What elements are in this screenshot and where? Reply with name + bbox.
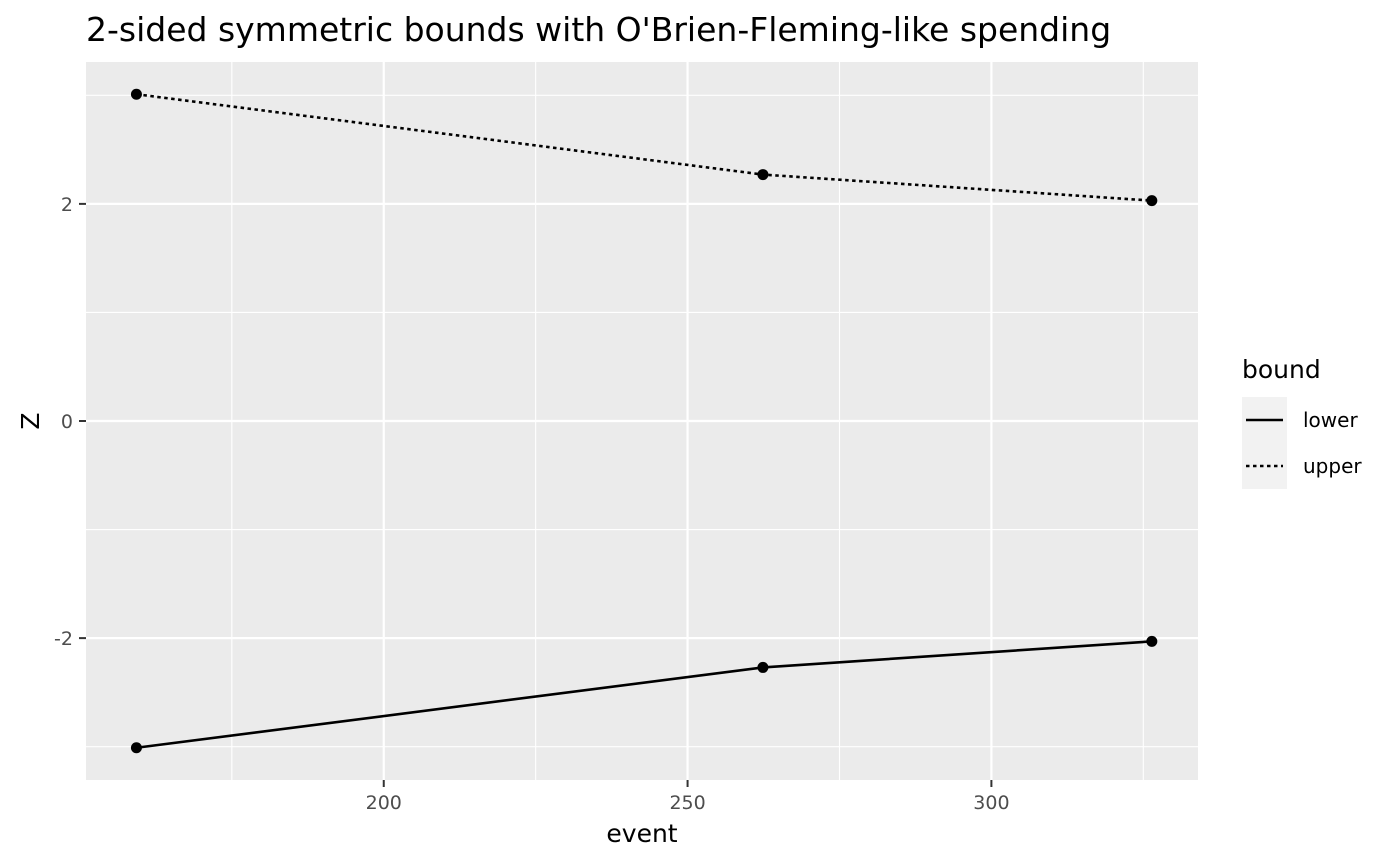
data-point-upper xyxy=(1146,195,1158,207)
data-point-lower xyxy=(1146,635,1158,647)
legend-label-lower: lower xyxy=(1303,408,1358,432)
y-tick-label: 0 xyxy=(61,411,73,433)
data-point-upper xyxy=(757,169,769,181)
chart-title: 2-sided symmetric bounds with O'Brien-Fl… xyxy=(86,10,1111,49)
y-axis: -2 0 2 xyxy=(54,194,86,650)
y-tick-label: -2 xyxy=(54,628,73,650)
legend-label-upper: upper xyxy=(1303,454,1362,478)
points-layer xyxy=(130,88,1158,754)
x-tick-label: 300 xyxy=(973,792,1009,814)
data-point-lower xyxy=(130,742,142,754)
y-tick-label: 2 xyxy=(61,194,73,216)
legend: bound lower upper xyxy=(1242,355,1362,489)
legend-title: bound xyxy=(1242,355,1321,384)
x-tick-label: 250 xyxy=(669,792,705,814)
data-point-upper xyxy=(130,88,142,100)
x-tick-label: 200 xyxy=(366,792,402,814)
x-axis: 200 250 300 xyxy=(366,780,1010,814)
y-axis-title: Z xyxy=(16,412,45,429)
data-point-lower xyxy=(757,661,769,673)
major-gridlines xyxy=(86,62,1198,780)
x-axis-title: event xyxy=(606,819,677,848)
